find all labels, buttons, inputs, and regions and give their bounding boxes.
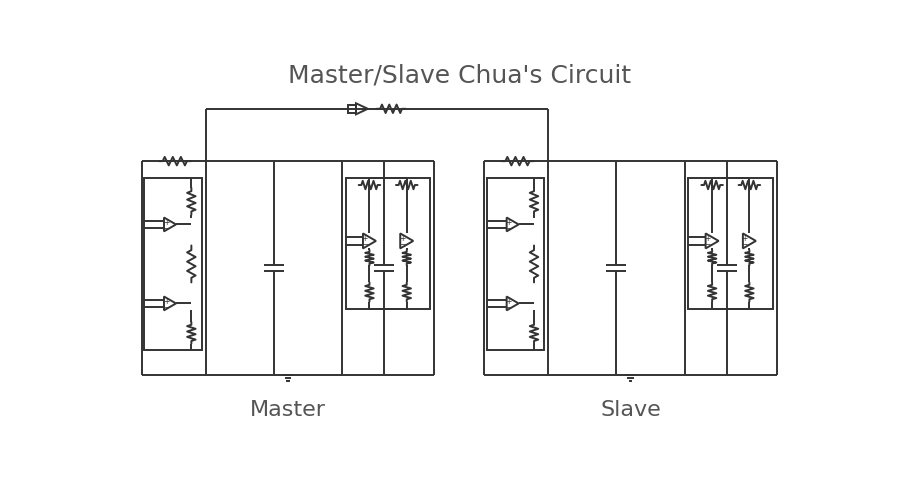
Text: −: − bbox=[163, 223, 169, 232]
Text: +: + bbox=[705, 234, 711, 243]
Text: +: + bbox=[742, 234, 748, 243]
Text: +: + bbox=[163, 297, 169, 305]
Text: −: − bbox=[705, 240, 711, 249]
Text: −: − bbox=[742, 240, 748, 249]
Text: Master: Master bbox=[250, 399, 326, 419]
Text: −: − bbox=[362, 240, 368, 249]
Text: Master/Slave Chua's Circuit: Master/Slave Chua's Circuit bbox=[288, 64, 631, 88]
Text: Slave: Slave bbox=[600, 399, 661, 419]
Bar bbox=[347, 106, 356, 114]
Bar bbox=[487, 179, 544, 350]
Text: +: + bbox=[506, 297, 512, 305]
Text: −: − bbox=[399, 240, 405, 249]
Text: +: + bbox=[399, 234, 405, 243]
Bar bbox=[346, 179, 430, 309]
Bar bbox=[688, 179, 773, 309]
Text: +: + bbox=[163, 218, 169, 227]
Text: +: + bbox=[506, 218, 512, 227]
Text: +: + bbox=[362, 234, 368, 243]
Text: −: − bbox=[163, 302, 169, 311]
Bar bbox=[144, 179, 202, 350]
Text: −: − bbox=[506, 302, 512, 311]
Text: −: − bbox=[506, 223, 512, 232]
